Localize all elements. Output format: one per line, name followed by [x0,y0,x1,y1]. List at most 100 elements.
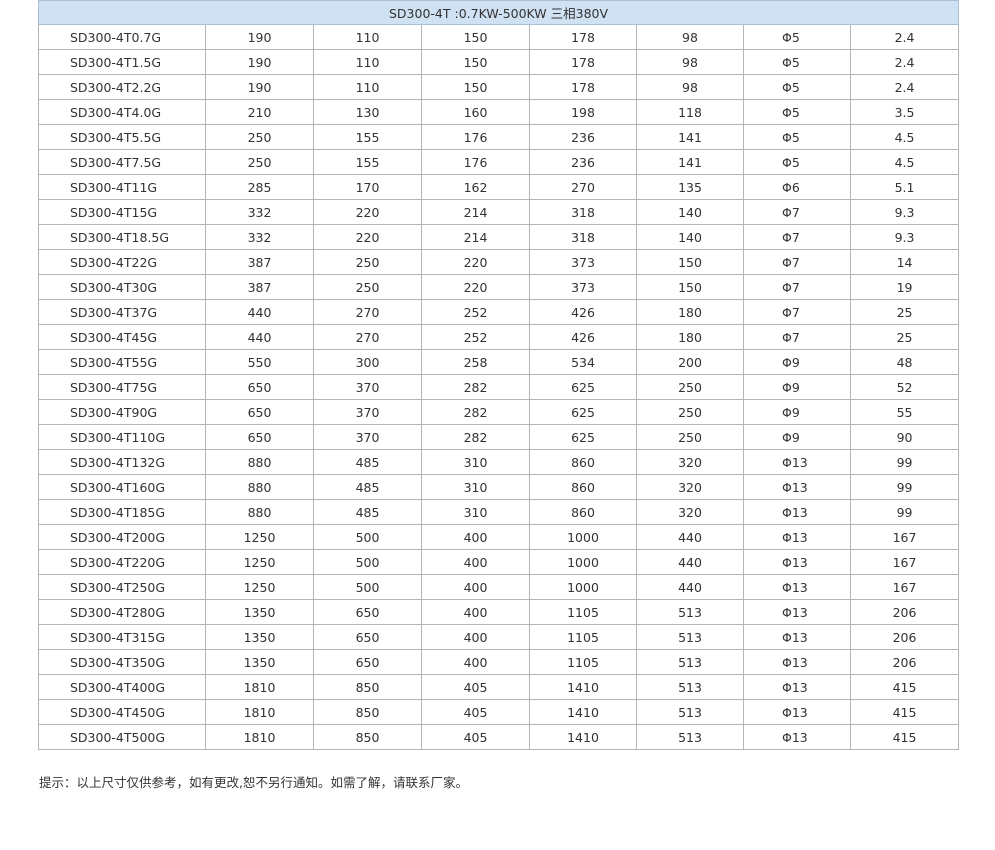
table-cell: Φ13 [743,674,851,700]
table-cell: 190 [205,49,314,75]
table-cell: 110 [313,74,422,100]
table-cell: 250 [205,149,314,175]
table-cell: 282 [421,424,530,450]
table-cell: 650 [313,624,422,650]
table-cell: 99 [849,499,960,525]
model-cell: SD300-4T450G [38,699,206,725]
table-cell: 25 [849,299,960,325]
table-cell: 850 [313,699,422,725]
table-cell: 860 [529,449,637,475]
table-cell: 270 [529,174,637,200]
dimension-table: SD300-4T :0.7KW-500KW 三相380V SD300-4T0.7… [37,0,960,750]
model-cell: SD300-4T4.0G [38,99,206,125]
table-cell: 1000 [529,524,637,550]
table-cell: 130 [313,99,422,125]
table-cell: Φ7 [743,199,851,225]
table-cell: 270 [313,324,422,350]
table-cell: 162 [421,174,530,200]
model-cell: SD300-4T55G [38,349,206,375]
table-cell: 155 [313,124,422,150]
table-cell: 178 [529,24,637,50]
table-row: SD300-4T350G 1350 650 400 1105 513 Φ13 206 [38,649,960,675]
table-cell: 880 [205,449,314,475]
table-cell: 250 [636,399,744,425]
table-cell: 850 [313,724,422,750]
table-cell: 141 [636,124,744,150]
table-cell: Φ5 [743,24,851,50]
table-cell: 14 [849,249,960,275]
table-cell: 318 [529,224,637,250]
table-cell: 1350 [205,624,314,650]
table-cell: 1350 [205,649,314,675]
table-cell: 2.4 [849,74,960,100]
table-cell: Φ13 [743,574,851,600]
table-cell: 214 [421,199,530,225]
table-cell: 440 [205,324,314,350]
table-cell: Φ7 [743,224,851,250]
table-cell: 118 [636,99,744,125]
model-cell: SD300-4T11G [38,174,206,200]
table-cell: Φ9 [743,424,851,450]
table-title: SD300-4T :0.7KW-500KW 三相380V [37,0,960,25]
table-cell: 220 [313,199,422,225]
table-cell: 1105 [529,599,637,625]
table-cell: 150 [421,74,530,100]
table-row: SD300-4T15G 332 220 214 318 140 Φ7 9.3 [38,199,960,225]
table-cell: Φ13 [743,499,851,525]
table-cell: 320 [636,474,744,500]
table-cell: 178 [529,49,637,75]
model-cell: SD300-4T22G [38,249,206,275]
table-cell: 1410 [529,674,637,700]
table-cell: 650 [205,424,314,450]
table-cell: 860 [529,499,637,525]
table-cell: Φ5 [743,74,851,100]
table-cell: 513 [636,724,744,750]
table-cell: 176 [421,124,530,150]
table-row: SD300-4T75G 650 370 282 625 250 Φ9 52 [38,374,960,400]
table-cell: 650 [313,599,422,625]
table-cell: 880 [205,474,314,500]
table-row: SD300-4T220G 1250 500 400 1000 440 Φ13 167 [38,549,960,575]
table-cell: 513 [636,624,744,650]
table-cell: 220 [313,224,422,250]
table-cell: Φ13 [743,699,851,725]
table-cell: Φ7 [743,324,851,350]
table-cell: 370 [313,399,422,425]
table-cell: 99 [849,474,960,500]
table-cell: 250 [313,249,422,275]
table-cell: 167 [849,574,960,600]
table-cell: Φ6 [743,174,851,200]
table-cell: Φ13 [743,724,851,750]
model-cell: SD300-4T75G [38,374,206,400]
table-row: SD300-4T2.2G 190 110 150 178 98 Φ5 2.4 [38,74,960,100]
model-cell: SD300-4T7.5G [38,149,206,175]
table-cell: 440 [636,574,744,600]
table-body: SD300-4T0.7G 190 110 150 178 98 Φ5 2.4 SD300-4T1… [38,24,960,750]
table-cell: 282 [421,374,530,400]
table-cell: 500 [313,549,422,575]
table-cell: 167 [849,549,960,575]
table-cell: 370 [313,374,422,400]
table-cell: 1250 [205,549,314,575]
table-row: SD300-4T4.0G 210 130 160 198 118 Φ5 3.5 [38,99,960,125]
table-cell: 1410 [529,724,637,750]
table-cell: 426 [529,299,637,325]
table-cell: 373 [529,249,637,275]
model-cell: SD300-4T30G [38,274,206,300]
model-cell: SD300-4T132G [38,449,206,475]
table-cell: 880 [205,499,314,525]
table-cell: 1250 [205,524,314,550]
table-row: SD300-4T160G 880 485 310 860 320 Φ13 99 [38,474,960,500]
table-row: SD300-4T132G 880 485 310 860 320 Φ13 99 [38,449,960,475]
table-cell: 513 [636,599,744,625]
table-cell: 90 [849,424,960,450]
table-cell: 485 [313,499,422,525]
table-cell: 98 [636,24,744,50]
table-cell: 282 [421,399,530,425]
table-cell: 190 [205,24,314,50]
table-cell: 332 [205,199,314,225]
table-cell: 485 [313,474,422,500]
table-cell: 98 [636,74,744,100]
table-cell: Φ5 [743,124,851,150]
table-cell: 625 [529,399,637,425]
